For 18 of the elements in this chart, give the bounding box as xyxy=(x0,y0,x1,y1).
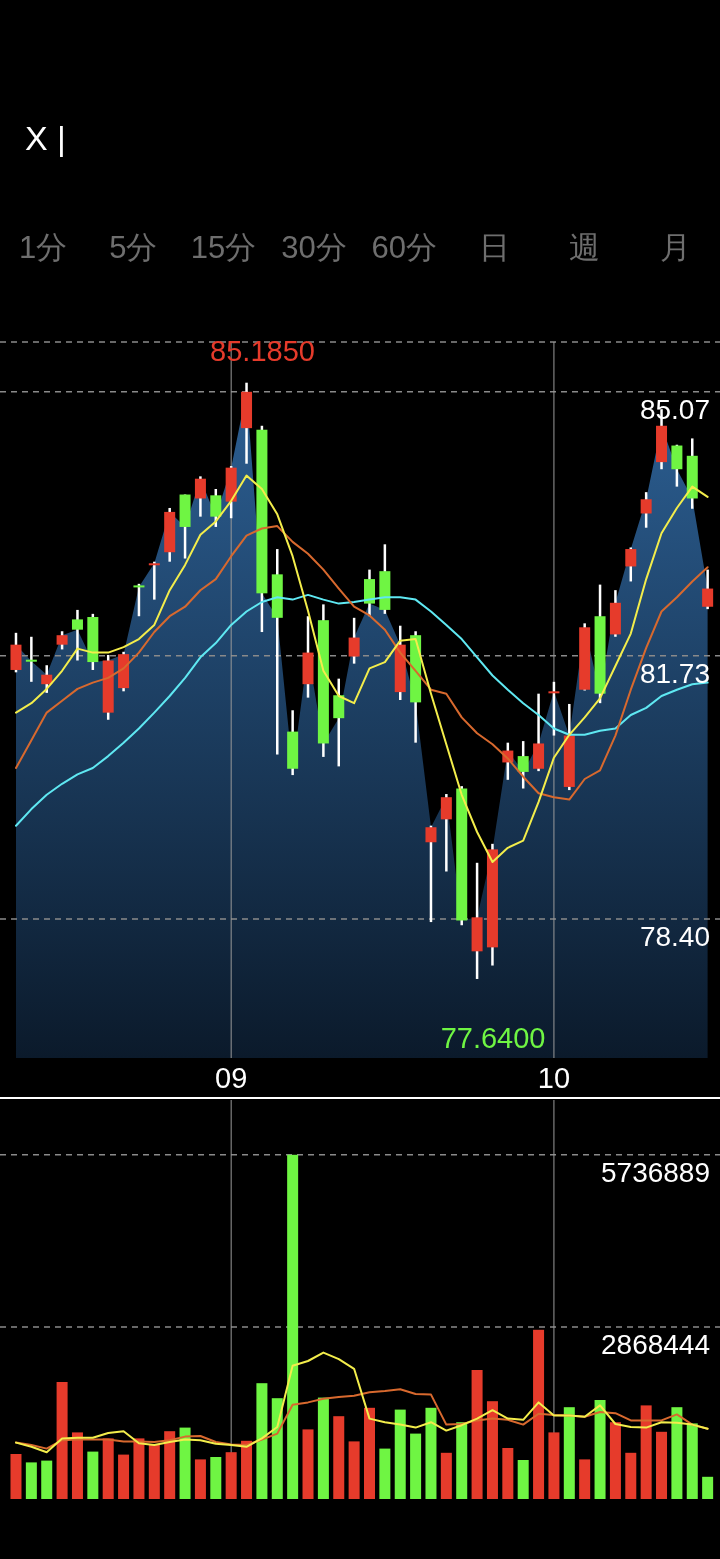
y-tick-label: 78.40 xyxy=(639,920,710,952)
text: 5分 xyxy=(109,230,158,265)
text: X | xyxy=(25,119,66,157)
y-tick-label: 2868444 xyxy=(600,1328,710,1360)
text: 1分 xyxy=(18,230,68,265)
y-tick-label: 85.07 xyxy=(639,393,710,425)
text: 30分 xyxy=(281,230,347,265)
annotation: 77.6400 xyxy=(440,1022,546,1054)
annotation: 85.1850 xyxy=(210,334,315,367)
text: 週 xyxy=(569,230,601,265)
text: 15分 xyxy=(190,230,257,265)
text: 月 xyxy=(659,230,691,265)
x-tick-label: 09 xyxy=(215,1062,248,1094)
y-tick-label: 5736889 xyxy=(600,1156,710,1188)
x-tick-label: 10 xyxy=(537,1062,571,1094)
text: 60分 xyxy=(371,230,437,265)
text: 日 xyxy=(479,230,510,265)
y-tick-label: 81.73 xyxy=(639,657,710,689)
